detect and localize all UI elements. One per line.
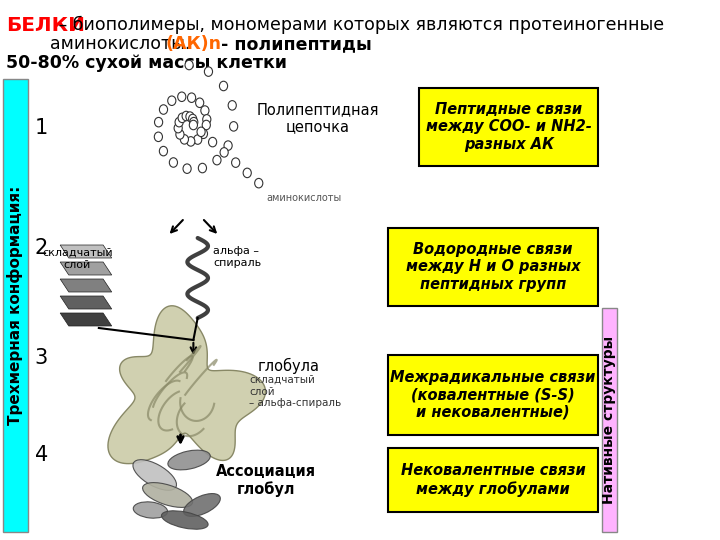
Text: Полипептидная
цепочка: Полипептидная цепочка	[257, 102, 379, 134]
Text: БЕЛКИ: БЕЛКИ	[6, 16, 85, 35]
Text: – биополимеры, мономерами которых являются протеиногенные: – биополимеры, мономерами которых являют…	[53, 16, 665, 34]
Circle shape	[174, 123, 182, 133]
Polygon shape	[60, 279, 112, 292]
Circle shape	[220, 81, 228, 91]
Circle shape	[204, 67, 212, 76]
Text: 2: 2	[35, 238, 48, 258]
Ellipse shape	[133, 502, 168, 518]
Text: Нативные структуры: Нативные структуры	[603, 336, 616, 504]
Circle shape	[187, 93, 196, 103]
Circle shape	[209, 137, 217, 147]
Text: Ассоциация
глобул: Ассоциация глобул	[217, 464, 317, 497]
Text: Нековалентные связи
между глобулами: Нековалентные связи между глобулами	[400, 463, 585, 497]
Circle shape	[178, 113, 186, 123]
Text: 3: 3	[35, 348, 48, 368]
Text: (АК)n: (АК)n	[166, 35, 222, 53]
Circle shape	[183, 164, 192, 173]
FancyBboxPatch shape	[387, 448, 598, 512]
Ellipse shape	[161, 511, 208, 529]
Text: - полипептиды: - полипептиды	[209, 35, 372, 53]
Circle shape	[176, 130, 184, 139]
Text: складчатый
слой: складчатый слой	[42, 248, 112, 269]
Circle shape	[198, 163, 207, 173]
Circle shape	[243, 168, 251, 178]
Circle shape	[213, 156, 221, 165]
Ellipse shape	[133, 460, 176, 490]
Text: Пептидные связи
между COO- и NH2-
разных АК: Пептидные связи между COO- и NH2- разных…	[426, 102, 592, 152]
Text: аминокислоты.: аминокислоты.	[6, 35, 240, 53]
Circle shape	[186, 112, 194, 122]
Circle shape	[224, 141, 232, 150]
Ellipse shape	[143, 483, 193, 508]
Text: 1: 1	[35, 118, 48, 138]
Circle shape	[255, 178, 263, 188]
Text: складчатый
слой: складчатый слой	[249, 375, 315, 396]
FancyBboxPatch shape	[602, 308, 617, 532]
Circle shape	[189, 114, 197, 124]
Circle shape	[182, 111, 190, 121]
Circle shape	[202, 120, 210, 130]
Circle shape	[199, 129, 207, 138]
Text: – альфа-спираль: – альфа-спираль	[249, 398, 341, 408]
Ellipse shape	[168, 450, 210, 470]
Circle shape	[230, 122, 238, 131]
Circle shape	[228, 100, 236, 110]
Circle shape	[155, 117, 163, 127]
Circle shape	[194, 135, 202, 144]
Text: альфа –
спираль: альфа – спираль	[213, 246, 261, 268]
Text: Межрадикальные связи
(ковалентные (S-S)
и нековалентные): Межрадикальные связи (ковалентные (S-S) …	[390, 370, 595, 420]
Polygon shape	[60, 245, 112, 258]
Circle shape	[159, 105, 168, 114]
Ellipse shape	[184, 494, 220, 516]
Circle shape	[178, 92, 186, 102]
Circle shape	[185, 60, 193, 70]
Circle shape	[197, 127, 205, 137]
Text: глобула: глобула	[258, 358, 320, 374]
Circle shape	[203, 114, 211, 124]
Circle shape	[180, 134, 189, 144]
Polygon shape	[60, 296, 112, 309]
FancyBboxPatch shape	[3, 79, 28, 532]
Circle shape	[201, 106, 209, 116]
Text: аминокислоты: аминокислоты	[266, 193, 342, 203]
Circle shape	[189, 117, 198, 127]
Circle shape	[154, 132, 163, 141]
Polygon shape	[108, 306, 266, 464]
Circle shape	[168, 96, 176, 105]
Circle shape	[175, 117, 183, 127]
Circle shape	[186, 137, 195, 146]
Circle shape	[220, 147, 228, 157]
Circle shape	[159, 146, 168, 156]
FancyBboxPatch shape	[387, 355, 598, 435]
Text: Трехмерная конформация:: Трехмерная конформация:	[7, 185, 24, 424]
Circle shape	[232, 158, 240, 167]
Text: 4: 4	[35, 445, 48, 465]
Circle shape	[196, 98, 204, 107]
Polygon shape	[60, 313, 112, 326]
Text: Водородные связи
между Н и О разных
пептидных групп: Водородные связи между Н и О разных пепт…	[405, 242, 580, 292]
Text: 50-80% сухой массы клетки: 50-80% сухой массы клетки	[6, 54, 287, 72]
Circle shape	[189, 120, 197, 130]
FancyBboxPatch shape	[387, 228, 598, 306]
Circle shape	[169, 158, 178, 167]
FancyBboxPatch shape	[420, 88, 598, 166]
Polygon shape	[60, 262, 112, 275]
